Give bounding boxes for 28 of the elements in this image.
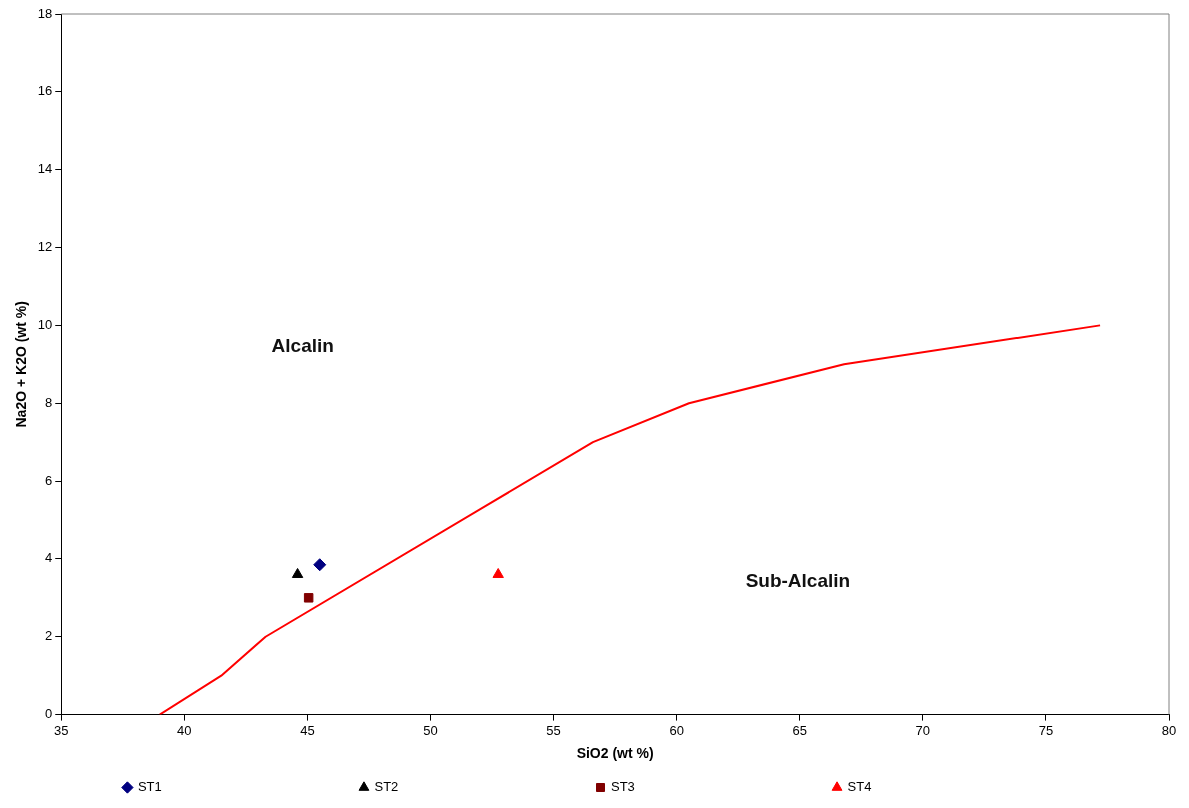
x-tick-label: 70	[915, 722, 931, 738]
y-tick-label: 2	[45, 628, 53, 644]
x-axis-title: SiO2 (wt %)	[576, 745, 654, 762]
x-tick-label: 55	[546, 722, 561, 738]
x-tick-label: 45	[300, 722, 315, 738]
y-tick-label: 12	[37, 239, 53, 255]
y-tick-label: 18	[37, 5, 53, 21]
y-tick-label: 8	[45, 394, 53, 410]
legend-label: ST1	[137, 779, 346, 795]
y-tick-label: 14	[37, 161, 53, 177]
legend-label: ST2	[374, 779, 583, 795]
x-tick-label: 80	[1161, 722, 1177, 738]
x-tick-label: 50	[423, 722, 438, 738]
y-tick-label: 10	[37, 316, 53, 332]
legend-label: ST3	[611, 779, 820, 795]
x-tick-label: 40	[177, 722, 192, 738]
y-tick-label: 6	[45, 472, 53, 488]
y-tick-label: 16	[37, 83, 53, 99]
x-tick-label: 60	[669, 722, 684, 738]
y-tick-label: 0	[45, 706, 53, 722]
x-tick-label: 35	[54, 722, 69, 738]
annotation: Sub-Alcalin	[745, 569, 851, 591]
y-tick-label: 4	[45, 550, 53, 566]
legend-label: ST4	[847, 779, 1056, 795]
x-tick-label: 65	[792, 722, 807, 738]
x-tick-label: 75	[1038, 722, 1054, 738]
annotation: Alcalin	[271, 335, 334, 357]
y-axis-title: Na2O + K2O (wt %)	[13, 301, 30, 428]
